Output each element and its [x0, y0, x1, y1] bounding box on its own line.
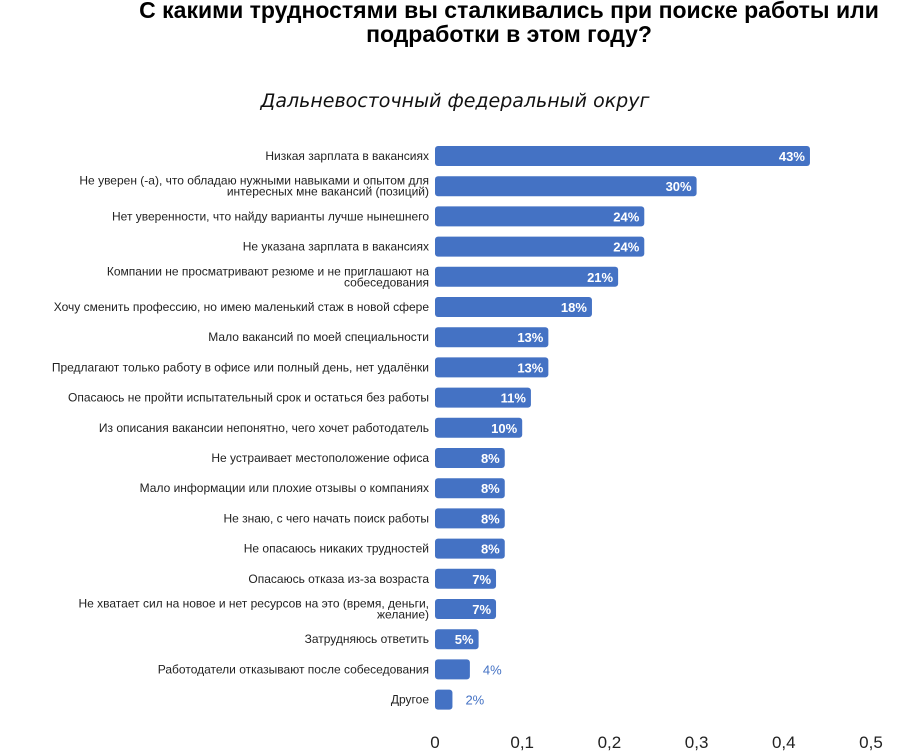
- bar-value-label: 24%: [613, 209, 639, 224]
- category-label: Хочу сменить профессию, но имею маленьки…: [54, 300, 430, 314]
- category-label: Затрудняюсь ответить: [305, 632, 429, 646]
- bar: [435, 146, 810, 166]
- bar-value-label: 43%: [779, 149, 805, 164]
- category-label: Нет уверенности, что найду варианты лучш…: [112, 209, 429, 223]
- bar: [435, 266, 619, 287]
- bar: [435, 387, 531, 408]
- x-tick-label: 0,4: [772, 733, 796, 752]
- category-label: Не хватает сил на новое и нет ресурсов н…: [78, 597, 429, 622]
- chart-subtitle: Дальневосточный федеральный округ: [260, 90, 650, 112]
- x-tick-label: 0,5: [859, 733, 883, 752]
- bar: [435, 448, 505, 468]
- category-label: Не опасаюсь никаких трудностей: [244, 542, 429, 556]
- bar: [435, 659, 470, 680]
- x-tick-label: 0,1: [510, 733, 534, 752]
- category-label: Мало информации или плохие отзывы о комп…: [140, 481, 429, 495]
- category-label: Другое: [391, 693, 429, 707]
- bar-value-label: 7%: [472, 602, 491, 617]
- bar-value-label: 10%: [491, 421, 517, 436]
- category-label: Из описания вакансии непонятно, чего хоч…: [99, 421, 429, 435]
- bar: [435, 689, 453, 710]
- bar-value-label: 2%: [465, 693, 484, 708]
- bar: [435, 568, 497, 589]
- bar: [435, 297, 592, 317]
- category-label: Предлагают только работу в офисе или пол…: [52, 360, 429, 374]
- bar: [435, 417, 523, 438]
- category-label: Не указана зарплата в вакансиях: [243, 240, 429, 254]
- bar: [435, 327, 549, 348]
- bar-value-label: 13%: [517, 330, 543, 345]
- bar: [435, 357, 549, 378]
- bar-value-label: 8%: [481, 451, 500, 466]
- bar: [435, 478, 505, 499]
- category-label: Опасаюсь отказа из-за возраста: [248, 572, 429, 586]
- bar-value-label: 5%: [455, 632, 474, 647]
- bar: [435, 599, 497, 619]
- category-label: Не уверен (-а), что обладаю нужными навы…: [79, 174, 429, 199]
- bar-value-label: 7%: [472, 572, 491, 587]
- bar-value-label: 24%: [613, 240, 639, 255]
- category-label: Компании не просматривают резюме и не пр…: [107, 264, 429, 289]
- bar: [435, 508, 505, 529]
- bar-value-label: 13%: [517, 360, 543, 375]
- x-tick-label: 0,3: [685, 733, 709, 752]
- bar-value-label: 8%: [481, 511, 500, 526]
- bar: [435, 176, 697, 197]
- category-label: Не знаю, с чего начать поиск работы: [223, 511, 429, 525]
- bar: [435, 236, 645, 257]
- category-label: Опасаюсь не пройти испытательный срок и …: [68, 391, 429, 405]
- bar: [435, 629, 479, 650]
- bar-value-label: 18%: [561, 300, 587, 315]
- chart-title: С какими трудностями вы сталкивались при…: [139, 0, 879, 47]
- bar: [435, 206, 645, 227]
- bar-value-label: 8%: [481, 542, 500, 557]
- category-label: Работодатели отказывают после собеседова…: [158, 662, 429, 676]
- x-tick-label: 0,2: [598, 733, 622, 752]
- category-label: Мало вакансий по моей специальности: [208, 330, 429, 344]
- bar: [435, 538, 505, 559]
- category-label: Не устраивает местоположение офиса: [211, 451, 429, 465]
- bar-value-label: 11%: [501, 391, 527, 406]
- bar-value-label: 21%: [587, 270, 613, 285]
- bar-value-label: 30%: [666, 179, 692, 194]
- bar-value-label: 4%: [483, 662, 502, 677]
- x-tick-label: 0: [430, 733, 439, 752]
- category-label: Низкая зарплата в вакансиях: [265, 149, 429, 163]
- bar-value-label: 8%: [481, 481, 500, 496]
